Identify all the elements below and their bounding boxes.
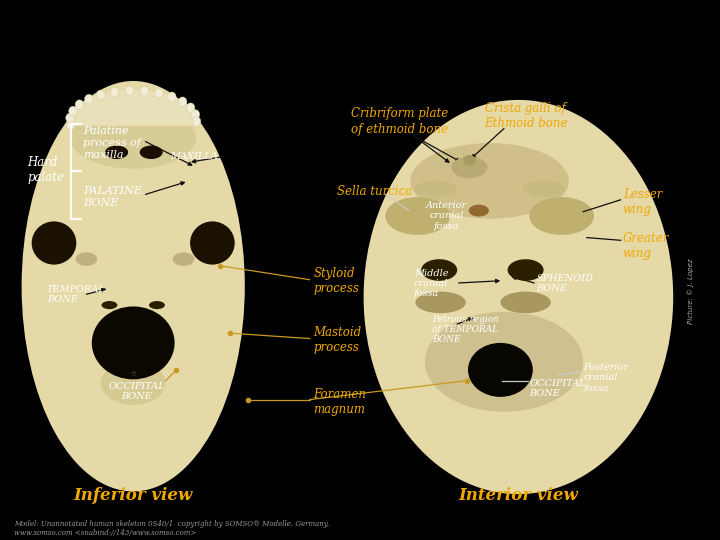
Ellipse shape xyxy=(66,113,74,123)
Ellipse shape xyxy=(68,106,77,116)
Ellipse shape xyxy=(522,181,565,197)
Ellipse shape xyxy=(500,292,551,313)
Text: MAXILLA: MAXILLA xyxy=(171,152,218,161)
Text: Model: Unannotated human skeleton 0S40/1  copyright by SOMSO® Modelle, Germany,
: Model: Unannotated human skeleton 0S40/1… xyxy=(14,520,330,537)
Ellipse shape xyxy=(76,252,97,266)
Ellipse shape xyxy=(155,89,163,98)
Ellipse shape xyxy=(84,94,93,104)
Text: Petrous region
of TEMPORAL
BONE: Petrous region of TEMPORAL BONE xyxy=(432,314,499,345)
Ellipse shape xyxy=(451,157,487,178)
Text: Foramen
magnum: Foramen magnum xyxy=(313,388,366,416)
Text: Posterior
cranial
fossa: Posterior cranial fossa xyxy=(583,363,628,393)
Ellipse shape xyxy=(22,81,245,491)
Text: Anterior
cranial
fossa: Anterior cranial fossa xyxy=(426,201,467,231)
Text: SPHENOID
BONE: SPHENOID BONE xyxy=(536,274,593,293)
Ellipse shape xyxy=(32,221,76,265)
Ellipse shape xyxy=(102,301,117,309)
Ellipse shape xyxy=(468,343,533,397)
Ellipse shape xyxy=(168,92,176,102)
Text: Hard
palate: Hard palate xyxy=(27,156,64,184)
Ellipse shape xyxy=(508,259,544,281)
Ellipse shape xyxy=(140,86,149,96)
Ellipse shape xyxy=(179,97,187,107)
Ellipse shape xyxy=(191,110,199,119)
Text: Interior view: Interior view xyxy=(459,487,578,504)
Ellipse shape xyxy=(186,103,195,113)
Text: Inferior view: Inferior view xyxy=(73,487,193,504)
Text: Crista galli of
Ethmoid bone: Crista galli of Ethmoid bone xyxy=(484,102,567,130)
Ellipse shape xyxy=(190,221,235,265)
Text: Middle
cranial
fossa: Middle cranial fossa xyxy=(414,268,449,299)
Ellipse shape xyxy=(410,143,569,219)
Ellipse shape xyxy=(385,197,450,235)
Text: Picture: © J. Lopez: Picture: © J. Lopez xyxy=(688,259,694,325)
Ellipse shape xyxy=(469,205,489,217)
Ellipse shape xyxy=(96,90,105,100)
Ellipse shape xyxy=(421,259,457,281)
Ellipse shape xyxy=(192,117,201,126)
Text: Mastoid
process: Mastoid process xyxy=(313,326,361,354)
Text: Cribriform plate
of ethmoid bone: Cribriform plate of ethmoid bone xyxy=(351,107,449,136)
Ellipse shape xyxy=(149,301,165,309)
Ellipse shape xyxy=(91,306,174,379)
Ellipse shape xyxy=(463,155,476,166)
Ellipse shape xyxy=(529,197,594,235)
Text: Lesser
wing: Lesser wing xyxy=(623,188,662,217)
Ellipse shape xyxy=(425,312,583,411)
Text: Sella turcica: Sella turcica xyxy=(337,185,413,198)
Text: Palatine
process of
maxilla: Palatine process of maxilla xyxy=(83,126,141,160)
Text: TEMPORAL
BONE: TEMPORAL BONE xyxy=(47,285,106,304)
Ellipse shape xyxy=(364,100,673,494)
Ellipse shape xyxy=(70,106,196,168)
Text: Greater
wing: Greater wing xyxy=(623,232,669,260)
Ellipse shape xyxy=(66,120,75,130)
Ellipse shape xyxy=(173,252,194,266)
Ellipse shape xyxy=(140,146,163,159)
Polygon shape xyxy=(70,91,197,125)
Ellipse shape xyxy=(415,292,466,313)
Text: PALATINE
BONE: PALATINE BONE xyxy=(83,186,142,208)
Ellipse shape xyxy=(105,146,128,159)
Text: Styloid
process: Styloid process xyxy=(313,267,359,295)
Text: OCCIPITAL
BONE: OCCIPITAL BONE xyxy=(109,382,165,401)
Text: OCCIPITAL
BONE: OCCIPITAL BONE xyxy=(529,379,586,399)
Ellipse shape xyxy=(75,100,84,110)
Ellipse shape xyxy=(110,87,119,97)
Ellipse shape xyxy=(414,181,457,197)
Text: ☆: ☆ xyxy=(130,370,136,377)
Ellipse shape xyxy=(125,86,134,96)
Ellipse shape xyxy=(101,362,166,405)
